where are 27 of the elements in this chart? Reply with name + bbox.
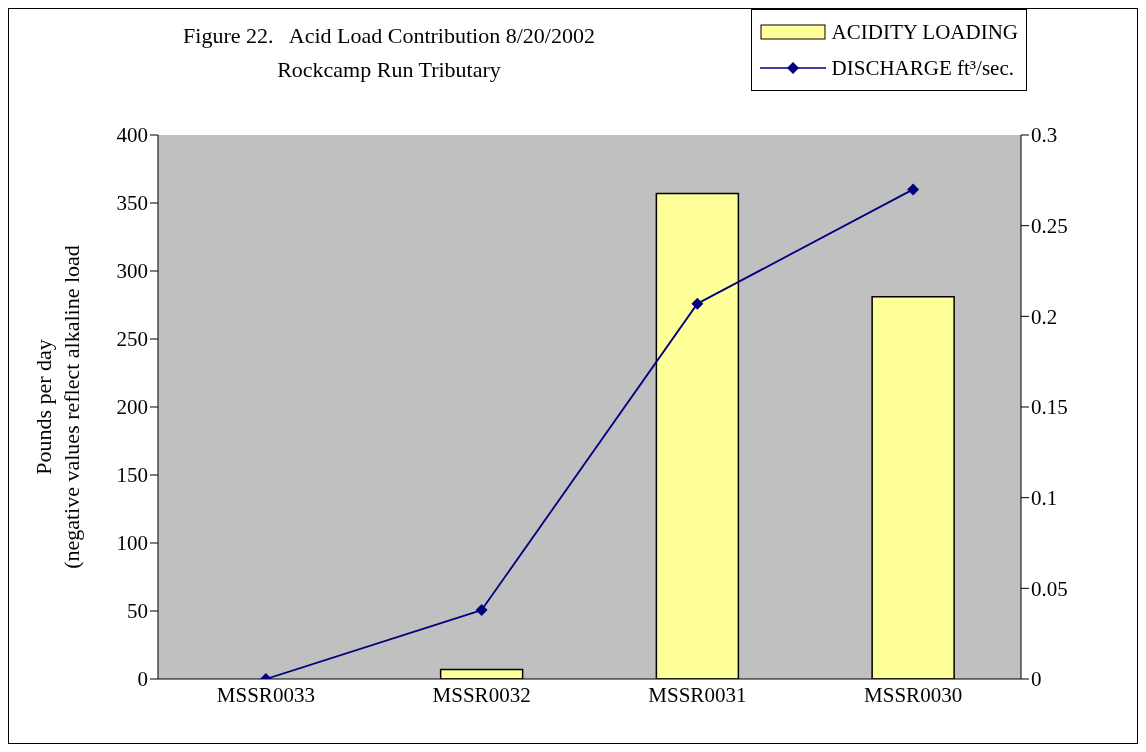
- y-tick-label: 50: [127, 599, 148, 624]
- y-axis-title: Pounds per day (negative values reflect alkaline load: [31, 245, 84, 569]
- x-tick-label: MSSR0030: [864, 682, 963, 707]
- y-tick-label: 0: [137, 667, 148, 692]
- y-tick-label: 100: [116, 531, 148, 556]
- legend-label: ACIDITY LOADING: [831, 19, 1018, 45]
- y-tick-label: 350: [116, 191, 148, 216]
- chart-subtitle: Rockcamp Run Tributary: [276, 56, 502, 84]
- y-tick-label: 250: [116, 327, 148, 352]
- x-tick-label: MSSR0031: [648, 682, 747, 707]
- y-tick-label: 200: [116, 395, 148, 420]
- y-tick-label: 400: [116, 123, 148, 148]
- y-tick-label: 150: [116, 463, 148, 488]
- x-tick-label: MSSR0032: [432, 682, 531, 707]
- y2-tick-label: 0.1: [1031, 486, 1058, 511]
- y2-tick-label: 0: [1031, 667, 1042, 692]
- y2-tick-label: 0.25: [1031, 214, 1068, 239]
- point: [907, 183, 920, 196]
- y2-tick-label: 0.15: [1031, 395, 1068, 420]
- chart-title: Figure 22. Acid Load Contribution 8/20/2002: [182, 22, 596, 50]
- point: [691, 297, 704, 310]
- y2-tick-label: 0.2: [1031, 304, 1058, 329]
- y2-tick-label: 0.3: [1031, 123, 1058, 148]
- y-tick-label: 300: [116, 259, 148, 284]
- legend-label: DISCHARGE ft³/sec.: [831, 55, 1015, 81]
- x-tick-label: MSSR0033: [216, 682, 315, 707]
- y2-tick-label: 0.05: [1031, 576, 1068, 601]
